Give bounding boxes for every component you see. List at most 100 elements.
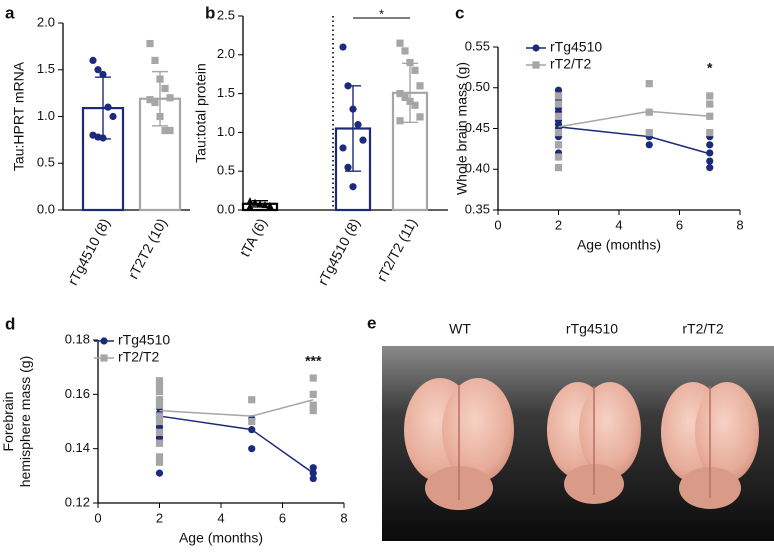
data-point <box>166 94 174 102</box>
data-point <box>89 56 97 64</box>
legend-marker <box>100 354 108 362</box>
x-tick-label: 0 <box>94 510 101 525</box>
data-point <box>156 75 164 83</box>
y-tick-label: 0.35 <box>465 201 490 216</box>
data-point <box>396 90 404 98</box>
data-point <box>416 113 424 121</box>
x-tick-label: 6 <box>279 510 286 525</box>
x-tick-label: 8 <box>736 217 743 232</box>
data-point <box>554 153 563 161</box>
y-axis-label: hemisphere mass (g) <box>17 356 33 488</box>
data-point <box>155 412 164 420</box>
x-axis-label: Age (months) <box>179 530 263 546</box>
y-tick-label: 0.40 <box>465 161 490 176</box>
y-tick-label: 0.12 <box>65 494 90 509</box>
data-point <box>309 390 317 398</box>
panel-letter: d <box>5 314 15 333</box>
data-point <box>645 108 653 116</box>
data-point <box>406 97 414 105</box>
data-point <box>554 128 563 137</box>
data-point <box>94 66 102 74</box>
y-tick-label: 0.0 <box>217 201 235 216</box>
data-point <box>411 101 419 109</box>
data-point <box>99 70 107 79</box>
series-line <box>159 415 314 474</box>
data-point <box>155 388 164 396</box>
data-point <box>706 92 714 100</box>
panel-letter: e <box>367 313 376 332</box>
y-tick-label: 0.50 <box>465 79 490 94</box>
data-point <box>645 141 653 149</box>
x-tick-label: 4 <box>615 217 622 232</box>
y-tick-label: 0.16 <box>65 386 90 401</box>
y-tick-label: 0.18 <box>65 331 90 346</box>
y-tick-label: 0.14 <box>65 440 90 455</box>
data-point <box>354 121 362 129</box>
data-point <box>359 136 367 144</box>
y-tick-label: 0.0 <box>37 201 55 216</box>
y-tick-label: 2.5 <box>217 7 235 22</box>
y-tick-label: 0.5 <box>217 163 235 178</box>
annotation: *** <box>305 353 322 369</box>
y-tick-label: 1.0 <box>217 124 235 139</box>
data-point <box>411 66 419 74</box>
data-point <box>251 198 259 206</box>
data-point <box>401 47 409 55</box>
data-point <box>706 141 714 149</box>
legend-marker <box>532 44 540 52</box>
data-point <box>99 134 107 142</box>
photo-label: rTg4510 <box>566 321 618 337</box>
data-point <box>416 82 424 90</box>
data-point <box>339 144 347 152</box>
data-point <box>256 200 264 208</box>
data-point <box>706 128 714 137</box>
data-point <box>155 382 164 390</box>
legend-marker <box>100 337 108 345</box>
data-point <box>151 56 159 64</box>
y-axis-label: Tau:total protein <box>193 63 209 163</box>
data-point <box>155 439 164 447</box>
series-line <box>159 399 314 417</box>
legend-label: rTg4510 <box>550 39 602 55</box>
x-tick-label: 2 <box>156 510 163 525</box>
legend-marker <box>532 61 540 69</box>
data-point <box>309 374 317 382</box>
data-point <box>309 401 317 409</box>
y-tick-label: 2.0 <box>217 46 235 61</box>
y-tick-label: 0.45 <box>465 120 490 135</box>
photo-label: rT2/T2 <box>682 321 723 337</box>
brain <box>661 382 759 509</box>
data-point <box>161 126 169 135</box>
data-point <box>554 112 563 120</box>
x-axis-label: Age (months) <box>577 237 661 253</box>
brain <box>404 378 514 510</box>
data-point <box>349 183 357 191</box>
data-point <box>155 401 164 409</box>
data-point <box>396 117 404 125</box>
x-tick-label: rT2T2 (10) <box>125 216 170 282</box>
data-point <box>246 202 254 210</box>
data-point <box>155 417 164 426</box>
data-point <box>248 396 256 404</box>
panel-letter: b <box>205 3 215 22</box>
data-point <box>166 126 174 135</box>
annotation: * <box>379 6 384 21</box>
data-point <box>261 200 269 209</box>
data-point <box>309 474 317 483</box>
y-axis-label: Tau:HPRT mRNA <box>11 61 27 171</box>
data-point <box>151 98 159 107</box>
panel-letter: a <box>5 3 15 22</box>
x-tick-label: rTg4510 (8) <box>64 216 112 288</box>
data-point <box>554 141 563 149</box>
data-point <box>645 128 653 137</box>
y-axis-label: Forebrain <box>0 392 16 452</box>
panel-letter: c <box>455 3 464 22</box>
data-point <box>155 428 164 436</box>
data-point <box>156 112 164 121</box>
legend-label: rTg4510 <box>118 332 170 348</box>
y-tick-label: 1.5 <box>217 85 235 100</box>
data-point <box>645 80 653 88</box>
data-point <box>155 469 164 477</box>
data-point <box>706 149 714 157</box>
x-tick-label: 8 <box>340 510 347 525</box>
